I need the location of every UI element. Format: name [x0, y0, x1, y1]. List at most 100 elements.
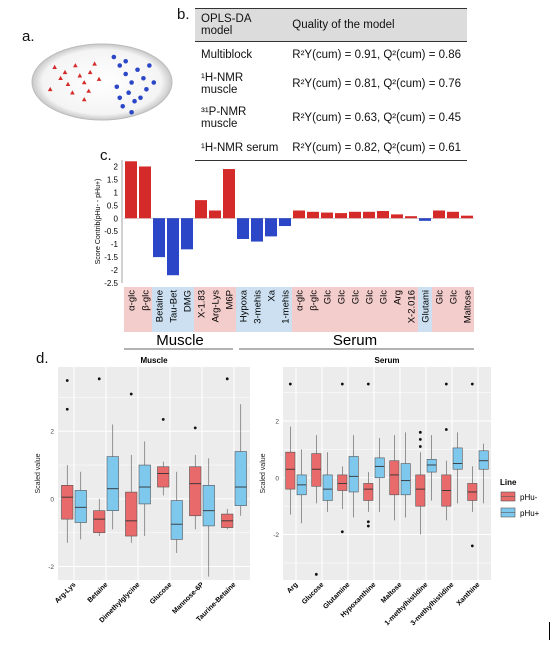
- group-label-muscle: Muscle: [156, 332, 204, 349]
- x-category-label: Arg-Lys: [54, 581, 78, 605]
- category-label: 1-mehis: [281, 290, 292, 324]
- box: [285, 451, 296, 490]
- table-cell-model: ¹H-NMR serum: [195, 135, 287, 161]
- bar: [195, 200, 207, 219]
- outlier-point: [418, 438, 422, 441]
- scores-point-blue: [129, 80, 134, 85]
- scores-point-red: [81, 97, 87, 102]
- bar: [433, 210, 445, 219]
- outlier-point: [418, 445, 422, 448]
- box: [93, 510, 106, 533]
- y-tick-label: 2: [50, 429, 54, 436]
- label-band: [432, 287, 474, 332]
- bar: [223, 169, 235, 219]
- scores-point-red: [77, 73, 83, 78]
- bar: [349, 211, 361, 219]
- outlier-point: [470, 544, 474, 548]
- box: [478, 450, 489, 470]
- y-tick-label: -0.5: [104, 227, 118, 236]
- y-tick-label: 0: [50, 496, 54, 503]
- y-tick-label: -1.5: [104, 253, 118, 262]
- plot-background: [58, 367, 250, 580]
- category-label: Arg-Lys: [211, 290, 222, 323]
- category-label: α-glc: [295, 290, 306, 311]
- scores-point-red: [52, 64, 57, 69]
- scores-point-blue: [117, 63, 123, 68]
- y-tick-label: 0: [275, 475, 279, 482]
- category-label: Xa: [267, 289, 278, 301]
- outlier-point: [340, 530, 344, 534]
- box: [389, 460, 400, 496]
- table-cell-quality: R²Y(cum) = 0.81, Q²(cum) = 0.76: [292, 78, 461, 90]
- outlier-point: [418, 430, 422, 434]
- table-cell-model: ¹H-NMR muscle: [201, 72, 244, 96]
- category-label: β-glc: [141, 290, 152, 311]
- scores-point-blue: [111, 54, 117, 60]
- bar: [293, 210, 305, 219]
- bar: [153, 218, 165, 258]
- boxplot-title: Serum: [375, 356, 400, 365]
- score-contribution-bar-chart: 2 1.5 1 0.5 0 -0.5 -1 -1.5 -2 -2.5 Score Contrib(p…: [95, 160, 474, 350]
- box: [452, 447, 463, 470]
- box: [363, 483, 374, 501]
- label-band: [124, 287, 152, 332]
- bar: [237, 218, 249, 239]
- scores-point-red: [62, 69, 68, 75]
- legend-label-phu-minus: pHu-: [520, 493, 538, 502]
- scores-point-red: [47, 86, 53, 92]
- x-category-label: Xanthine: [456, 581, 482, 607]
- scores-point-blue: [132, 98, 137, 104]
- box: [426, 459, 437, 473]
- table-cell-model: ³¹P-NMR muscle: [201, 106, 247, 130]
- y-tick-label: -1: [111, 240, 119, 249]
- opls-da-scores-plot: [31, 43, 173, 121]
- bar: [419, 218, 431, 221]
- y-axis-label: Scaled value: [260, 453, 267, 493]
- bar: [321, 212, 333, 219]
- bar: [391, 214, 403, 219]
- bar: [461, 215, 473, 219]
- scores-point-red: [81, 80, 87, 85]
- scores-point-red: [73, 63, 78, 68]
- outlier-point: [288, 382, 292, 386]
- box: [106, 456, 119, 511]
- scores-point-blue: [129, 109, 134, 115]
- box: [125, 491, 138, 537]
- box: [234, 451, 247, 506]
- y-tick-label: 0.5: [107, 201, 119, 210]
- panel-label-d: d.: [36, 350, 49, 367]
- scores-point-blue: [135, 67, 140, 73]
- bar: [363, 211, 375, 219]
- category-label: α-glc: [127, 290, 138, 311]
- category-label: Glc: [449, 290, 460, 305]
- bar: [279, 218, 291, 227]
- table-row: ³¹P-NMR muscle R²Y(cum) = 0.63, Q²(cum) …: [195, 101, 467, 135]
- box: [311, 453, 322, 487]
- label-band: [152, 287, 194, 332]
- y-tick-label: 1: [114, 188, 119, 197]
- x-category-label: Glucose: [149, 581, 174, 606]
- label-band: [194, 287, 236, 332]
- outlier-point: [65, 407, 69, 411]
- scores-point-blue: [147, 63, 152, 68]
- table-cell-quality: R²Y(cum) = 0.63, Q²(cum) = 0.45: [292, 112, 461, 124]
- model-quality-table: OPLS-DA model Quality of the model Multi…: [195, 8, 467, 161]
- x-category-label: Arg: [286, 581, 299, 594]
- outlier-point: [366, 524, 370, 528]
- category-label: Betaine: [155, 290, 166, 322]
- bar: [335, 213, 347, 219]
- group-label-serum: Serum: [333, 332, 377, 349]
- bar: [125, 161, 137, 219]
- bar: [265, 218, 277, 237]
- box: [415, 474, 426, 507]
- category-label: Glc: [435, 290, 446, 305]
- x-category-label: Mannose-6P: [171, 581, 205, 615]
- category-label: Arg: [393, 290, 404, 305]
- y-tick-label: 0: [114, 214, 119, 223]
- category-label: Glc: [337, 290, 348, 305]
- scores-point-red: [92, 61, 97, 66]
- boxplot-legend: Line pHu- pHu+: [500, 478, 540, 518]
- category-label: M6P: [225, 290, 236, 310]
- y-axis-label: Scaled value: [35, 453, 42, 493]
